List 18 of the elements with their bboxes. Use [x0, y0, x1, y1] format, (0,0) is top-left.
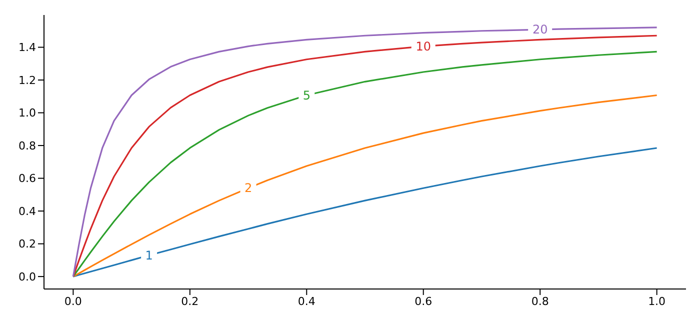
series-label: 5 [302, 88, 310, 102]
y-tick-label: 1.4 [18, 41, 36, 54]
x-tick-label: 0.8 [531, 294, 549, 308]
y-tick-label: 0.0 [18, 270, 36, 284]
y-tick-label: 0.6 [18, 172, 36, 186]
series-label: 1 [145, 248, 153, 262]
series-label: 2 [244, 181, 252, 196]
x-tick-label: 0.6 [414, 294, 432, 308]
y-tick-label: 0.2 [18, 238, 36, 251]
line-series [72, 147, 658, 278]
y-tick-label: 0.8 [18, 139, 36, 152]
x-tick-label: 0.4 [298, 294, 316, 308]
x-tick-label: 0.0 [64, 294, 82, 308]
y-tick-label: 1.0 [18, 106, 36, 120]
y-tick-label: 0.4 [18, 204, 36, 218]
y-tick-label: 1.2 [18, 74, 36, 87]
x-tick-label: 0.2 [181, 294, 199, 308]
x-tick-label: 1.0 [648, 294, 666, 308]
